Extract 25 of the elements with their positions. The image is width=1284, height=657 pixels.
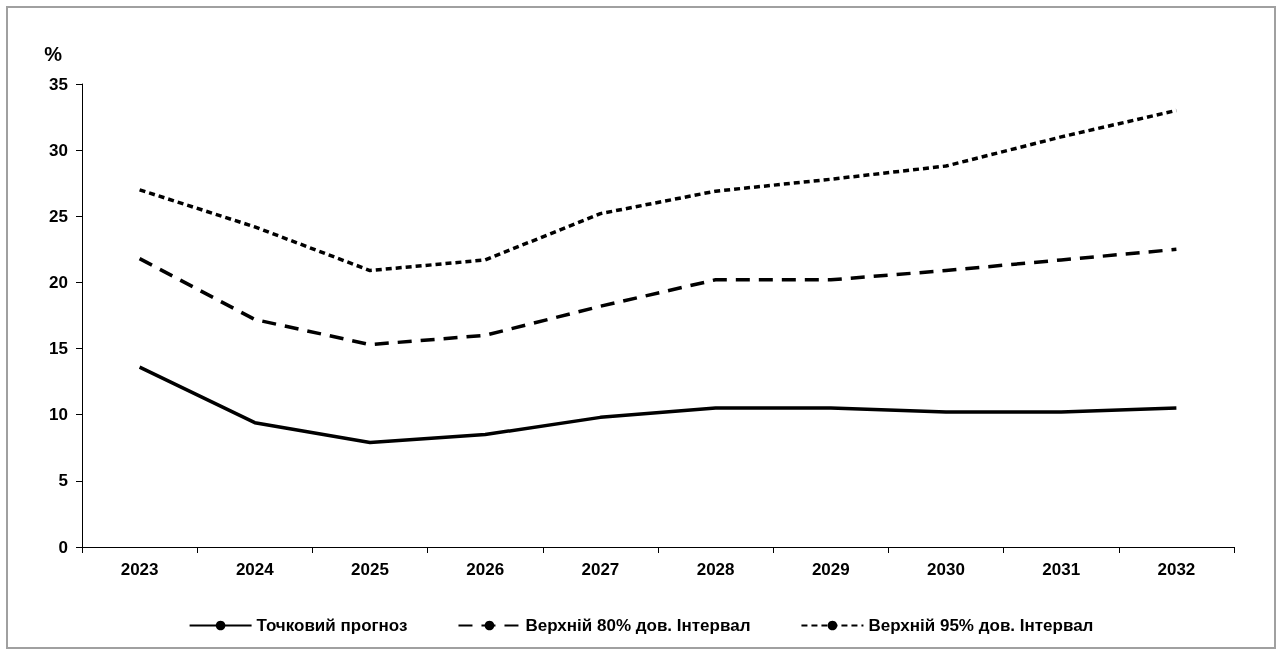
line-series bbox=[137, 108, 1179, 273]
y-tick-label: 10 bbox=[49, 405, 68, 425]
x-tick-label: 2026 bbox=[466, 560, 505, 579]
y-tick-label: 25 bbox=[49, 206, 68, 226]
x-tick-label: 2023 bbox=[120, 560, 159, 579]
y-tick-label: 20 bbox=[49, 272, 68, 292]
x-tick-label: 2027 bbox=[581, 560, 620, 579]
legend-label: Точковий прогноз bbox=[256, 616, 408, 635]
x-tick-label: 2025 bbox=[351, 560, 389, 579]
line-series bbox=[137, 247, 1179, 347]
x-tick-label: 2030 bbox=[927, 560, 965, 579]
x-tick-label: 2024 bbox=[235, 560, 275, 579]
x-tick-label: 2028 bbox=[696, 560, 735, 579]
y-axis-title: % bbox=[44, 43, 63, 65]
y-tick-label: 0 bbox=[58, 537, 68, 557]
line-series bbox=[137, 365, 1179, 445]
y-tick-label: 5 bbox=[58, 471, 68, 491]
x-tick-label: 2031 bbox=[1042, 560, 1081, 579]
legend-label: Верхній 95% дов. Інтервал bbox=[868, 616, 1094, 635]
legend-label: Верхній 80% дов. Інтервал bbox=[525, 616, 751, 635]
y-tick-label: 35 bbox=[49, 74, 68, 94]
y-tick-label: 15 bbox=[49, 339, 68, 359]
x-tick-label: 2029 bbox=[811, 560, 850, 579]
x-tick-label: 2032 bbox=[1157, 560, 1196, 579]
y-tick-label: 30 bbox=[49, 140, 68, 160]
